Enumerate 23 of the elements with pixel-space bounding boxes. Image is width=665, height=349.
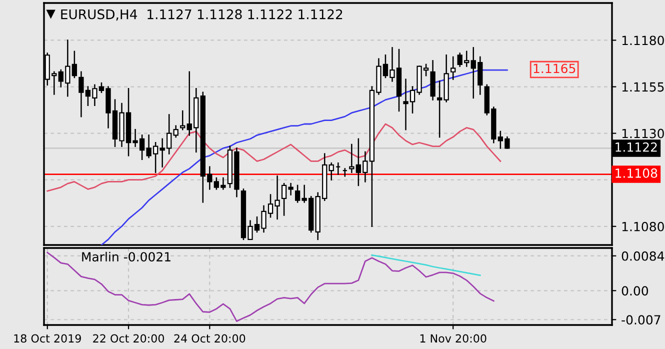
ref-line-label: 1.1108 xyxy=(616,168,658,178)
x-tick-label: 24 Oct 20:00 xyxy=(174,334,246,343)
line-series xyxy=(46,123,502,192)
y-tick-label: 1.1155 xyxy=(622,82,664,92)
x-tick-label: 1 Nov 20:00 xyxy=(420,334,486,343)
x-tick-label: 18 Oct 2019 xyxy=(14,334,81,343)
y-tick-label: -0.007 xyxy=(622,315,660,325)
candlestick xyxy=(180,110,186,130)
chart-title: EURUSD,H4 1.1127 1.1128 1.1122 1.1122 xyxy=(61,9,342,21)
candlestick xyxy=(173,125,178,138)
y-tick-label: 1.1130 xyxy=(622,128,664,138)
y-tick-label: 0.00 xyxy=(622,286,648,296)
ref-line-label: 1.1122 xyxy=(616,142,657,152)
candlestick xyxy=(328,162,334,180)
y-tick-label: 0.0084 xyxy=(622,251,664,261)
x-tick-label: 22 Oct 20:00 xyxy=(93,334,164,343)
line-series xyxy=(371,254,481,276)
line-series xyxy=(46,252,494,322)
annotation: 1.1165 xyxy=(534,64,576,74)
chart-title: Marlin -0.0021 xyxy=(82,252,170,262)
y-tick-label: 1.1180 xyxy=(622,36,664,46)
y-tick-label: 1.1080 xyxy=(622,222,664,232)
candlestick xyxy=(450,56,456,80)
